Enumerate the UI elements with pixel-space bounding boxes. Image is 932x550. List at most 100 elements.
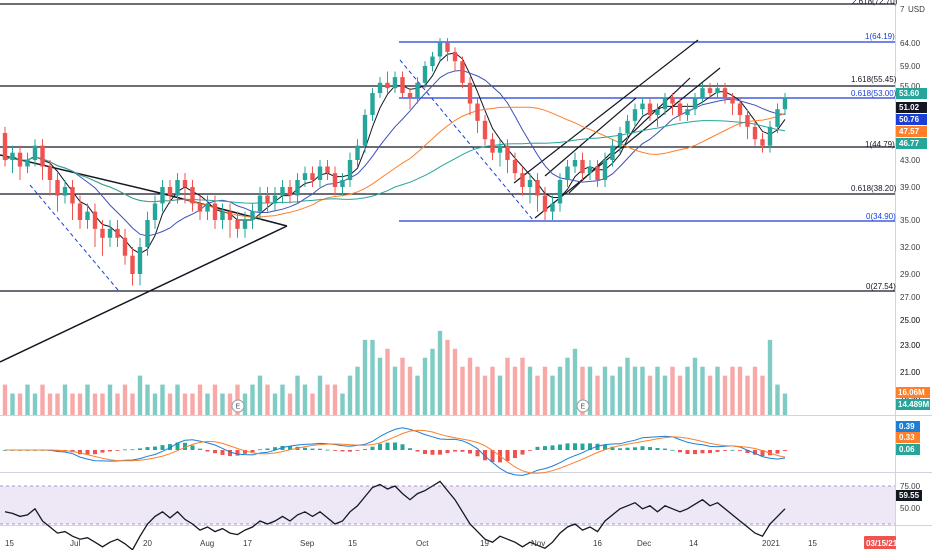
volume-bar [152,393,158,415]
volume-bar [542,366,548,415]
volume-bar [602,366,608,415]
candle-body [640,103,645,110]
date-badge [864,536,896,549]
price-badge [896,138,927,149]
macd-badge-label: 0.33 [899,433,915,442]
macd-histogram-bar [580,443,585,450]
price-tick-label: 18.50 [900,394,921,403]
volume-tick-label: 25.00 [900,316,921,325]
trend-line [513,39,699,184]
candle-body [722,88,728,98]
volume-bar [2,384,8,415]
price-badge-label: 50.76 [899,115,920,124]
price-tick-label: 27.00 [900,293,921,302]
macd-histogram-bar [138,448,142,450]
candle-body [692,98,698,110]
fib-level-label: 1(44.79) [865,140,895,149]
candle-body [182,179,188,187]
time-tick-label: 15 [5,539,14,548]
candle-body [767,126,773,146]
fib-level-label: 2.618(72.70) [852,0,898,6]
candle-body [632,109,638,121]
macd-histogram-bar [100,450,105,453]
macd-pane [3,427,787,476]
macd-histogram-bar [475,450,480,457]
price-badges: 53.60 51.02 50.76 47.57 46.77 16.06M 14.489M 0.… [896,88,930,501]
macd-histogram-bar [775,450,780,454]
fib-level-label: 0(34.90) [866,212,896,221]
macd-histogram-bar [685,450,690,454]
volume-bar [115,393,120,415]
volume-bar [55,393,60,415]
candle-body [115,228,120,238]
volume-bar [677,375,683,415]
volume-bar [430,348,435,415]
price-badge [896,126,927,137]
trend-line [159,192,288,227]
volume-bar [415,375,420,415]
candle-body [10,152,15,160]
volume-bar [737,366,743,415]
volume-bar [265,384,270,415]
rsi-band [0,486,895,524]
candle-body [272,195,278,204]
volume-bar [595,375,600,415]
volume-bar [475,366,480,415]
candle-body [325,166,330,174]
candle-body [535,179,540,196]
macd-histogram-bar [370,446,375,450]
macd-histogram-bar [558,444,562,450]
candle-body [220,211,225,220]
macd-histogram-bar [340,450,345,452]
macd-histogram-bar [595,443,600,450]
macd-histogram-bar [288,446,292,450]
macd-histogram-bar [190,445,195,450]
macd-histogram-bar [700,450,705,454]
candle-body [190,187,195,204]
volume-bar [557,366,563,415]
fib-level-label: 1.618(55.45) [851,75,897,84]
fibonacci-levels: 2.618(72.70) 1(64.19) 1.618(55.45) 0.618(53… [0,0,898,292]
time-tick-label: 15 [808,539,817,548]
candle-body [85,211,90,220]
candle-body [587,166,593,174]
macd-histogram-bar [198,448,202,450]
macd-histogram-bar [588,443,592,450]
candle-body [77,203,83,220]
candle-body [137,247,143,274]
candle-body [167,187,173,196]
macd-histogram-bar [400,444,405,450]
macd-histogram-bar [633,447,637,450]
macd-histogram-bar [625,447,630,450]
volume-bar [407,366,413,415]
price-badge [896,88,927,99]
earnings-marker-label: E [236,404,241,411]
volume-bar [505,357,510,415]
candle-body [520,173,525,187]
volume-bar [70,393,75,415]
macd-histogram-bar [460,450,465,452]
candle-body [160,187,165,204]
macd-signal-line [5,429,786,474]
volume-bar [685,366,690,415]
volume-bar [527,366,533,415]
volume-bar [692,357,698,415]
candle-body [280,187,285,196]
candle-body [617,132,623,146]
candle-body [385,82,390,89]
volume-bars: 25.00 23.00 21.00 18.50 E E [2,316,921,415]
candle-body [32,145,38,160]
volume-bar [295,375,300,415]
volume-bar [175,384,180,415]
candle-body [752,126,758,140]
macd-badge-label: 0.39 [899,422,915,431]
price-badge-label: 53.60 [899,89,920,98]
volume-bar [130,393,135,415]
candle-body [152,203,158,220]
price-axis: 7 64.00 59.00 55.00 43.00 39.00 35.00 32.00 29.0… [900,5,925,403]
volume-bar [280,384,285,415]
candle-body [557,179,563,204]
macd-histogram-bar [573,443,577,450]
macd-histogram-bar [93,450,97,455]
